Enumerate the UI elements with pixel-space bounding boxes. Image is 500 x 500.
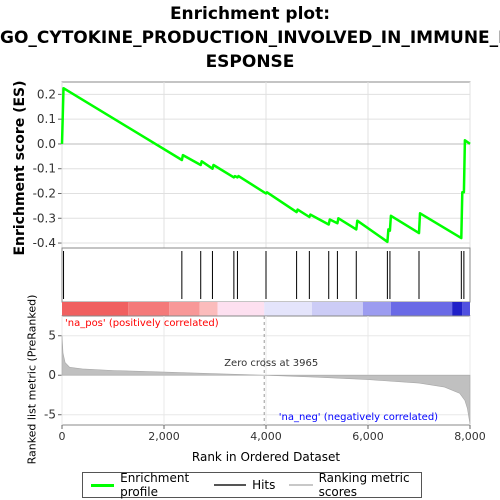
legend-item-hits: Hits [214,478,275,492]
metric-tick-label: 0 [48,368,56,382]
x-tick-label: 8,000 [454,430,486,443]
x-tick-label: 6,000 [352,430,384,443]
color-bar-panel [62,302,470,316]
color-bar-segment [62,302,129,316]
legend-enrichment-label: Enrichment profile [120,471,190,499]
legend-item-enrichment: Enrichment profile [91,471,200,499]
color-bar-segment [462,302,470,316]
es-tick-label: 0.1 [37,112,56,126]
color-bar-segment [199,302,218,316]
metric-tick-label: -5 [44,408,56,422]
zero-cross-label: Zero cross at 3965 [224,358,318,369]
es-tick-label: -0.4 [33,236,56,250]
x-tick-label: 2,000 [148,430,180,443]
es-y-axis-label: Enrichment score (ES) [12,80,28,256]
color-bar-segment [264,302,312,316]
color-bar-segment [311,302,363,316]
legend-item-metric: Ranking metric scores [289,471,415,499]
legend-hits-swatch [214,484,247,486]
legend-enrichment-swatch [91,483,115,487]
chart-title-line-3: ESPONSE [205,52,295,72]
es-tick-label: 0.2 [37,87,56,101]
color-bar-segment [390,302,453,316]
metric-y-axis-label: Ranked list metric (PreRanked) [25,294,39,465]
enrichment-profile-line [60,86,471,244]
chart-title-line-2: GO_CYTOKINE_PRODUCTION_INVOLVED_IN_IMMUN… [0,28,500,48]
chart-title-line-1: Enrichment plot: [169,4,331,24]
color-bar-segment [362,302,391,316]
ranking-metric-area [61,335,471,425]
color-bar-segment [452,302,463,316]
legend-metric-label: Ranking metric scores [318,471,410,499]
hits-panel [61,247,471,303]
metric-panel: 5 0 -5 Zero cross at 3965 'na_pos' (positive… [44,315,471,426]
es-tick-label: -0.2 [33,186,56,200]
x-axis: 0 2,000 4,000 6,000 8,000 [59,425,486,443]
es-tick-label: 0.0 [37,137,56,151]
x-tick-label: 0 [59,430,66,443]
legend: Enrichment profile Hits Ranking metric s… [82,471,422,499]
color-bar-segment [128,302,170,316]
es-tick-label: -0.3 [33,211,56,225]
legend-metric-swatch [289,484,313,486]
metric-tick-label: 5 [48,329,56,343]
es-panel: 0.2 0.1 0.0 -0.1 -0.2 -0.3 -0.4 [33,81,471,250]
x-tick-label: 4,000 [250,430,282,443]
x-axis-label: Rank in Ordered Dataset [191,450,341,464]
positive-correlation-label: 'na_pos' (positively correlated) [65,318,219,329]
es-tick-label: -0.1 [33,162,56,176]
negative-correlation-label: 'na_neg' (negatively correlated) [279,412,438,423]
color-bar-segment [217,302,265,316]
color-bar-segment [169,302,200,316]
legend-hits-label: Hits [252,478,276,492]
